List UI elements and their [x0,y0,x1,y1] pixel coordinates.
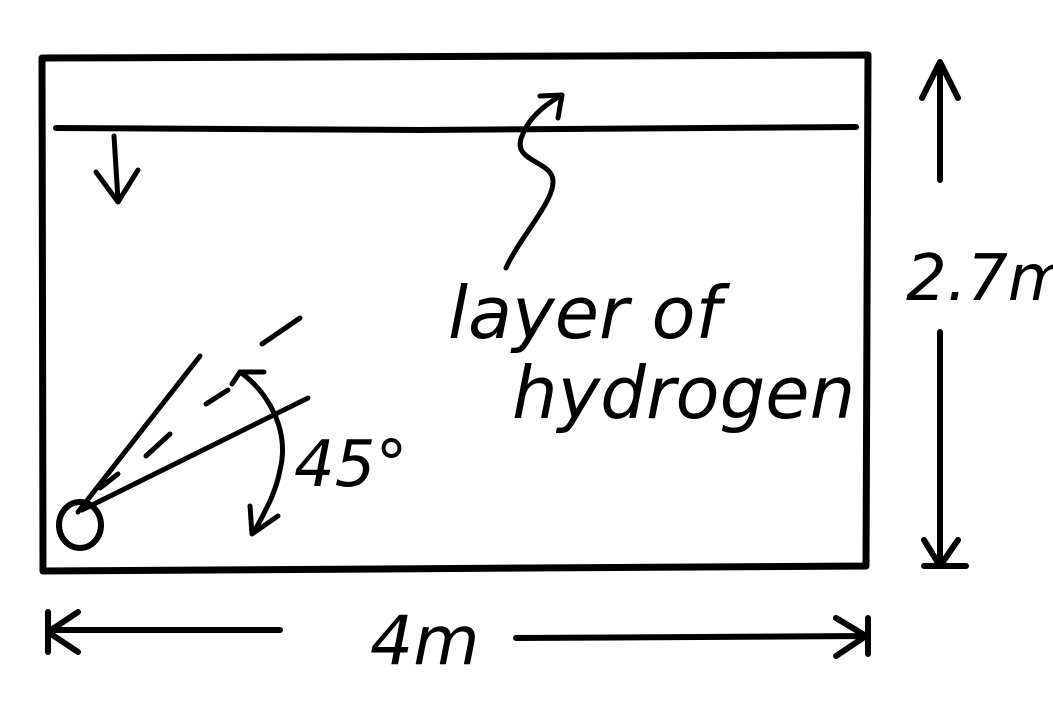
ray-dashed [97,315,303,491]
label-leader-arrow [503,92,565,271]
hydrogen-label: hydrogen [512,351,855,435]
angle-arc-top-arrowhead [229,369,267,387]
hydrogen-layer-line [53,124,859,133]
tank-outline [38,51,872,575]
width-label: 4m [370,602,480,681]
ray-lower [79,395,311,513]
angle-arc [237,369,285,535]
angle-label: 45° [294,428,407,502]
down-arrow-icon [93,133,141,205]
width-dimension-arrow [45,609,871,659]
angle-arc-bottom-arrowhead [247,503,281,537]
ray-upper [75,353,203,515]
height-label: 2.7m [906,242,1053,316]
height-dimension-arrow [919,59,969,569]
light-source-circle [56,499,104,551]
layer-label: layer of [448,271,731,355]
